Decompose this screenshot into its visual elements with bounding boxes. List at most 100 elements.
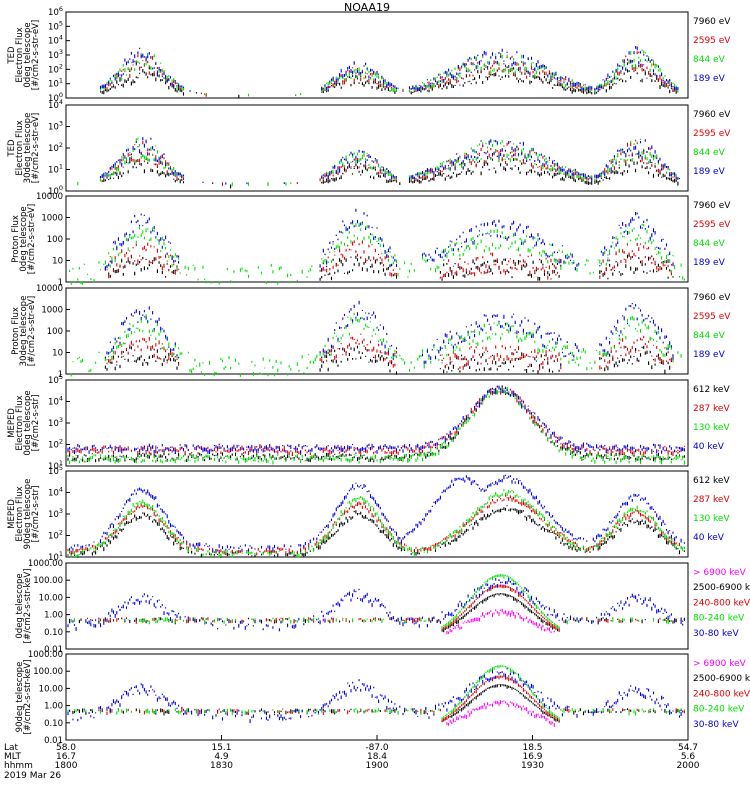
y-axis-label: TED bbox=[7, 139, 17, 158]
panel-frame bbox=[65, 104, 689, 192]
x-tick-label-hhmm: 1830 bbox=[210, 761, 233, 771]
data-marks bbox=[67, 665, 685, 727]
legend-entry: 40 keV bbox=[693, 442, 725, 452]
y-axis-label: TED bbox=[7, 46, 17, 65]
y-tick-label: 10000 bbox=[36, 284, 63, 294]
y-axis-label: Electron Flux bbox=[15, 486, 25, 541]
y-axis-label: [#/cm2-s-str-keV] bbox=[23, 569, 33, 644]
y-tick-label: 1000.00 bbox=[28, 559, 63, 569]
y-axis-label: 0deg telescope bbox=[19, 206, 29, 271]
legend-entry: 2595 eV bbox=[693, 220, 731, 230]
x-tick-label-lat: 18.5 bbox=[522, 743, 542, 753]
series-black bbox=[67, 385, 685, 463]
data-marks bbox=[69, 208, 685, 285]
legend-entry: 80-240 keV bbox=[693, 614, 745, 624]
y-axis-label: [#/cm2-s-str-eV] bbox=[31, 113, 41, 183]
x-tick-label-mlt: 16.9 bbox=[522, 752, 542, 762]
series-black bbox=[69, 593, 685, 633]
y-tick-label: 105 bbox=[48, 373, 63, 386]
series-blue bbox=[104, 300, 674, 365]
y-tick-label: 102 bbox=[48, 529, 63, 542]
series-blue bbox=[104, 208, 674, 271]
legend-entry: 40 keV bbox=[693, 533, 725, 543]
legend-entry: 189 eV bbox=[693, 350, 726, 360]
panel-8: 1000.00 100.00 10.00 1.00 0.10 0.01 90deg tele… bbox=[15, 650, 750, 746]
legend-entry: 189 eV bbox=[693, 258, 726, 268]
series-red bbox=[98, 675, 685, 722]
legend-entry: 2595 eV bbox=[693, 312, 731, 322]
series-black bbox=[67, 505, 685, 558]
y-axis-label: 0deg telescope bbox=[23, 390, 33, 455]
legend-entry: > 6900 keV bbox=[693, 659, 747, 669]
series-black bbox=[104, 253, 674, 281]
y-tick-label: 1 bbox=[58, 370, 63, 380]
legend-entry: 240-800 keV bbox=[693, 598, 750, 608]
x-tick-label-mlt: 16.7 bbox=[56, 752, 76, 762]
series-black bbox=[69, 684, 682, 723]
series-red bbox=[80, 584, 682, 632]
legend-entry: 240-800 keV bbox=[693, 689, 750, 699]
legend-entry: 844 eV bbox=[693, 331, 726, 341]
series-blue bbox=[67, 578, 685, 632]
legend-entry: 2500-6900 keV bbox=[693, 674, 750, 684]
y-tick-label: 0.10 bbox=[44, 719, 63, 729]
y-axis-label: Electron Flux bbox=[15, 120, 25, 175]
series-magenta bbox=[446, 700, 555, 727]
y-axis-label: [#/cm2-s-str] bbox=[31, 486, 41, 543]
x-tick-label-hhmm: 2000 bbox=[677, 761, 700, 771]
y-tick-label: 102 bbox=[48, 141, 63, 154]
legend-entry: 130 keV bbox=[693, 514, 730, 524]
x-tick-label-mlt: 4.9 bbox=[214, 752, 229, 762]
legend-entry: 844 eV bbox=[693, 148, 726, 158]
y-tick-label: 1000 bbox=[41, 214, 63, 224]
y-tick-label: 0.10 bbox=[44, 628, 63, 638]
panel-frame bbox=[65, 562, 689, 650]
data-marks bbox=[67, 574, 685, 635]
y-axis-label: [#/cm2-s-str-keV] bbox=[23, 660, 33, 735]
panel-frame bbox=[65, 195, 689, 283]
x-tick-label-lat: 15.1 bbox=[211, 743, 231, 753]
data-marks bbox=[67, 385, 685, 465]
series-blue bbox=[69, 474, 685, 553]
x-tick-label-lat: 58.0 bbox=[56, 743, 76, 753]
legend-entry: 30-80 keV bbox=[693, 629, 739, 639]
y-axis-label: [#/cm2-s-str-eV] bbox=[31, 20, 41, 90]
y-axis-label: 30deg telescope bbox=[23, 113, 33, 184]
legend: 7960 eV 2595 eV 844 eV 189 eV bbox=[693, 201, 731, 268]
x-tick-label-hhmm: 1800 bbox=[55, 761, 78, 771]
series-blue bbox=[67, 668, 684, 724]
legend: 7960 eV 2595 eV 844 eV 189 eV bbox=[693, 17, 731, 84]
x-tick-label-hhmm: 1930 bbox=[521, 761, 544, 771]
legend-entry: 287 keV bbox=[693, 495, 730, 505]
series-blue bbox=[99, 137, 681, 185]
y-tick-label: 104 bbox=[48, 486, 63, 499]
series-green bbox=[67, 387, 685, 465]
x-tick-label-mlt: 5.6 bbox=[681, 752, 696, 762]
data-marks bbox=[99, 46, 679, 99]
y-tick-label: 100.00 bbox=[33, 576, 63, 586]
y-axis-label: [#/cm2-s-str-eV] bbox=[27, 296, 37, 366]
y-tick-label: 101 bbox=[48, 163, 63, 176]
y-tick-label: 102 bbox=[48, 62, 63, 75]
legend-entry: 612 keV bbox=[693, 476, 730, 486]
y-tick-label: 10.00 bbox=[39, 684, 63, 694]
y-tick-label: 101 bbox=[48, 77, 63, 90]
series-green bbox=[69, 221, 685, 285]
legend: 612 keV 287 keV 130 keV 40 keV bbox=[693, 385, 730, 452]
legend: 7960 eV 2595 eV 844 eV 189 eV bbox=[693, 293, 731, 360]
legend-entry: 2595 eV bbox=[693, 129, 731, 139]
x-tick-label-lat: 54.7 bbox=[678, 743, 698, 753]
legend-entry: > 6900 keV bbox=[693, 568, 747, 578]
legend-entry: 7960 eV bbox=[693, 201, 731, 211]
y-axis-label: [#/cm2-s-str] bbox=[31, 395, 41, 452]
series-red bbox=[67, 494, 681, 556]
legend-entry: 130 keV bbox=[693, 423, 730, 433]
panel-frame bbox=[65, 11, 689, 99]
y-axis-label: [#/cm2-s-str-eV] bbox=[27, 204, 37, 274]
legend: 612 keV 287 keV 130 keV 40 keV bbox=[693, 476, 730, 543]
